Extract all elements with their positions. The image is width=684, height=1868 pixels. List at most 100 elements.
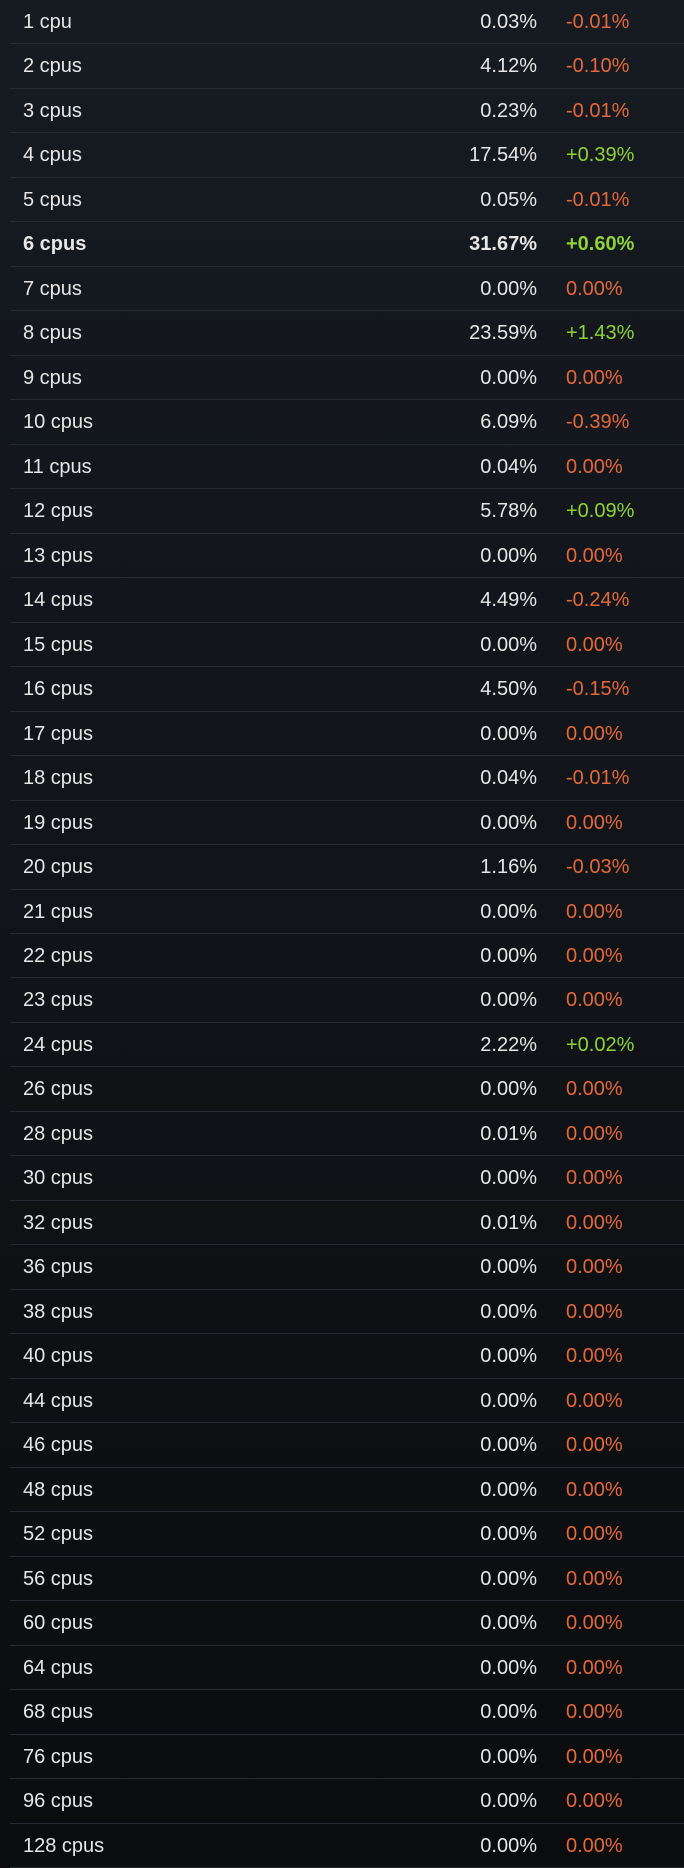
cpu-label: 15 cpus [23, 633, 94, 656]
table-row: 4 cpus 17.54% +0.39% [10, 133, 684, 178]
share-percent: 0.00% [480, 900, 537, 923]
table-row: 20 cpus 1.16% -0.03% [10, 845, 684, 890]
share-percent: 0.00% [480, 1523, 537, 1546]
share-change: 0.00% [566, 1745, 623, 1768]
share-percent: 0.00% [480, 722, 537, 745]
cpu-label: 13 cpus [23, 544, 94, 567]
share-percent: 4.49% [480, 589, 537, 612]
share-change: 0.00% [566, 811, 623, 834]
cpu-label: 18 cpus [23, 767, 94, 790]
table-row: 19 cpus 0.00% 0.00% [10, 801, 684, 846]
share-percent: 2.22% [480, 1033, 537, 1056]
cpu-label: 16 cpus [23, 678, 94, 701]
cpu-label: 19 cpus [23, 811, 94, 834]
cpu-label: 60 cpus [23, 1612, 94, 1635]
cpu-label: 17 cpus [23, 722, 94, 745]
share-change: 0.00% [566, 1256, 623, 1279]
share-percent: 0.00% [480, 1701, 537, 1724]
share-percent: 0.00% [480, 945, 537, 967]
cpu-label: 3 cpus [23, 99, 82, 122]
share-percent: 17.54% [469, 144, 537, 167]
table-row: 32 cpus 0.01% 0.00% [10, 1201, 684, 1246]
share-change: 0.00% [566, 1790, 623, 1813]
share-change: +1.43% [566, 322, 635, 345]
table-row: 5 cpus 0.05% -0.01% [10, 178, 684, 223]
table-row: 76 cpus 0.00% 0.00% [10, 1735, 684, 1780]
share-change: 0.00% [566, 633, 623, 656]
table-row: 8 cpus 23.59% +1.43% [10, 311, 684, 356]
share-change: -0.39% [566, 411, 630, 434]
share-percent: 0.00% [480, 1434, 537, 1457]
share-change: -0.03% [566, 856, 630, 879]
share-change: 0.00% [566, 1078, 623, 1101]
share-percent: 0.00% [480, 1612, 537, 1635]
table-row: 7 cpus 0.00% 0.00% [10, 267, 684, 312]
share-change: 0.00% [566, 722, 623, 745]
share-change: 0.00% [566, 544, 623, 567]
share-percent: 0.00% [480, 1478, 537, 1501]
share-percent: 6.09% [480, 411, 537, 434]
share-change: 0.00% [566, 1434, 623, 1457]
share-change: 0.00% [566, 1478, 623, 1501]
table-row: 14 cpus 4.49% -0.24% [10, 578, 684, 623]
table-row: 68 cpus 0.00% 0.00% [10, 1690, 684, 1735]
share-percent: 0.01% [480, 1211, 537, 1234]
share-change: 0.00% [566, 1167, 623, 1190]
cpu-label: 128 cpus [23, 1834, 105, 1857]
table-row: 46 cpus 0.00% 0.00% [10, 1423, 684, 1468]
table-row: 23 cpus 0.00% 0.00% [10, 978, 684, 1023]
cpu-label: 12 cpus [23, 500, 94, 523]
cpu-label: 96 cpus [23, 1790, 94, 1813]
share-percent: 0.00% [480, 1389, 537, 1412]
table-row: 128 cpus 0.00% 0.00% [10, 1824, 684, 1868]
cpu-label: 22 cpus [23, 945, 94, 967]
share-change: 0.00% [566, 1122, 623, 1145]
share-percent: 0.00% [480, 1345, 537, 1368]
table-row: 18 cpus 0.04% -0.01% [10, 756, 684, 801]
cpu-label: 68 cpus [23, 1701, 94, 1724]
table-row: 2 cpus 4.12% -0.10% [10, 44, 684, 89]
cpu-label: 10 cpus [23, 411, 94, 434]
share-percent: 0.00% [480, 1256, 537, 1279]
share-change: 0.00% [566, 945, 623, 967]
share-percent: 31.67% [469, 233, 537, 256]
cpu-label: 64 cpus [23, 1656, 94, 1679]
cpu-label: 2 cpus [23, 55, 82, 78]
table-row: 6 cpus 31.67% +0.60% [10, 222, 684, 267]
share-change: -0.10% [566, 55, 630, 78]
table-row: 22 cpus 0.00% 0.00% [10, 934, 684, 979]
table-row: 15 cpus 0.00% 0.00% [10, 623, 684, 668]
share-percent: 0.00% [480, 1656, 537, 1679]
table-row: 64 cpus 0.00% 0.00% [10, 1646, 684, 1691]
share-change: +0.09% [566, 500, 635, 523]
share-percent: 0.01% [480, 1122, 537, 1145]
cpu-label: 8 cpus [23, 322, 82, 345]
share-change: -0.15% [566, 678, 630, 701]
share-change: +0.02% [566, 1033, 635, 1056]
share-percent: 0.04% [480, 767, 537, 790]
table-row: 3 cpus 0.23% -0.01% [10, 89, 684, 134]
share-change: 0.00% [566, 900, 623, 923]
share-change: 0.00% [566, 1834, 623, 1857]
cpu-label: 21 cpus [23, 900, 94, 923]
share-percent: 0.00% [480, 277, 537, 300]
cpu-label: 11 cpus [23, 455, 92, 478]
share-change: -0.01% [566, 188, 630, 211]
cpu-label: 1 cpu [23, 11, 72, 33]
share-change: 0.00% [566, 1567, 623, 1590]
table-row: 28 cpus 0.01% 0.00% [10, 1112, 684, 1157]
share-percent: 0.00% [480, 366, 537, 389]
share-percent: 4.50% [480, 678, 537, 701]
share-change: 0.00% [566, 1523, 623, 1546]
share-change: 0.00% [566, 1300, 623, 1323]
table-row: 26 cpus 0.00% 0.00% [10, 1067, 684, 1112]
table-row: 48 cpus 0.00% 0.00% [10, 1468, 684, 1513]
cpu-label: 23 cpus [23, 989, 94, 1012]
table-row: 12 cpus 5.78% +0.09% [10, 489, 684, 534]
table-row: 17 cpus 0.00% 0.00% [10, 712, 684, 757]
share-change: 0.00% [566, 1345, 623, 1368]
cpu-label: 38 cpus [23, 1300, 94, 1323]
share-change: 0.00% [566, 366, 623, 389]
share-percent: 0.00% [480, 633, 537, 656]
